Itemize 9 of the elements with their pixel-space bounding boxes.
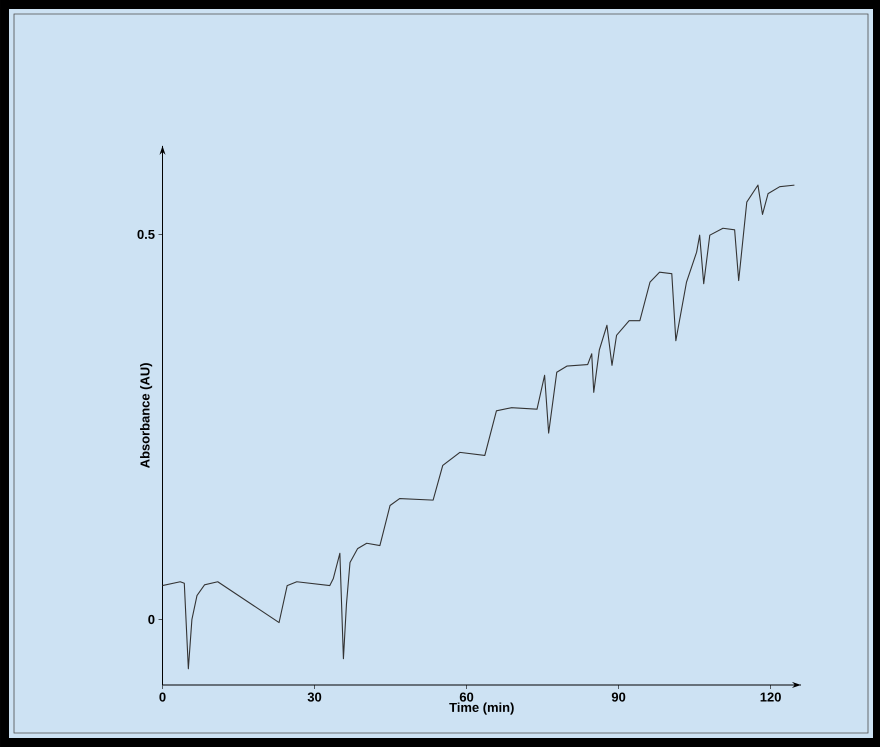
x-tick-label: 90 bbox=[612, 692, 626, 702]
x-tick-label: 0 bbox=[159, 692, 166, 702]
y-axis-title: Absorbance (AU) bbox=[140, 363, 152, 468]
x-axis-title: Time (min) bbox=[449, 702, 514, 715]
line-series bbox=[162, 184, 795, 670]
y-tick-label: 0.5 bbox=[138, 230, 155, 239]
x-tick-label: 120 bbox=[760, 692, 781, 702]
x-tick-label: 30 bbox=[308, 692, 322, 702]
x-tick-label: 60 bbox=[460, 692, 474, 702]
